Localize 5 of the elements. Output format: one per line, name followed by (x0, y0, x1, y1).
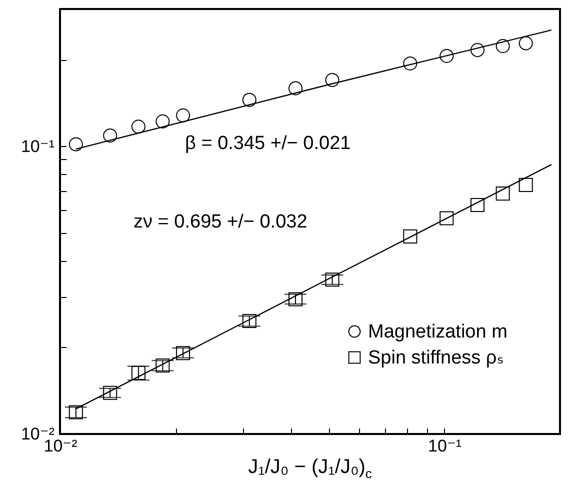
annotation: zν = 0.695 +/− 0.032 (134, 212, 308, 232)
legend-label: Spin stiffness ρₛ (368, 348, 504, 368)
annotation: β = 0.345 +/− 0.021 (185, 132, 351, 154)
x-axis-title: J₁/J₀ − (J₁/J₀)$_{c}$ (247, 456, 373, 481)
legend-label: Magnetization m (368, 322, 508, 342)
